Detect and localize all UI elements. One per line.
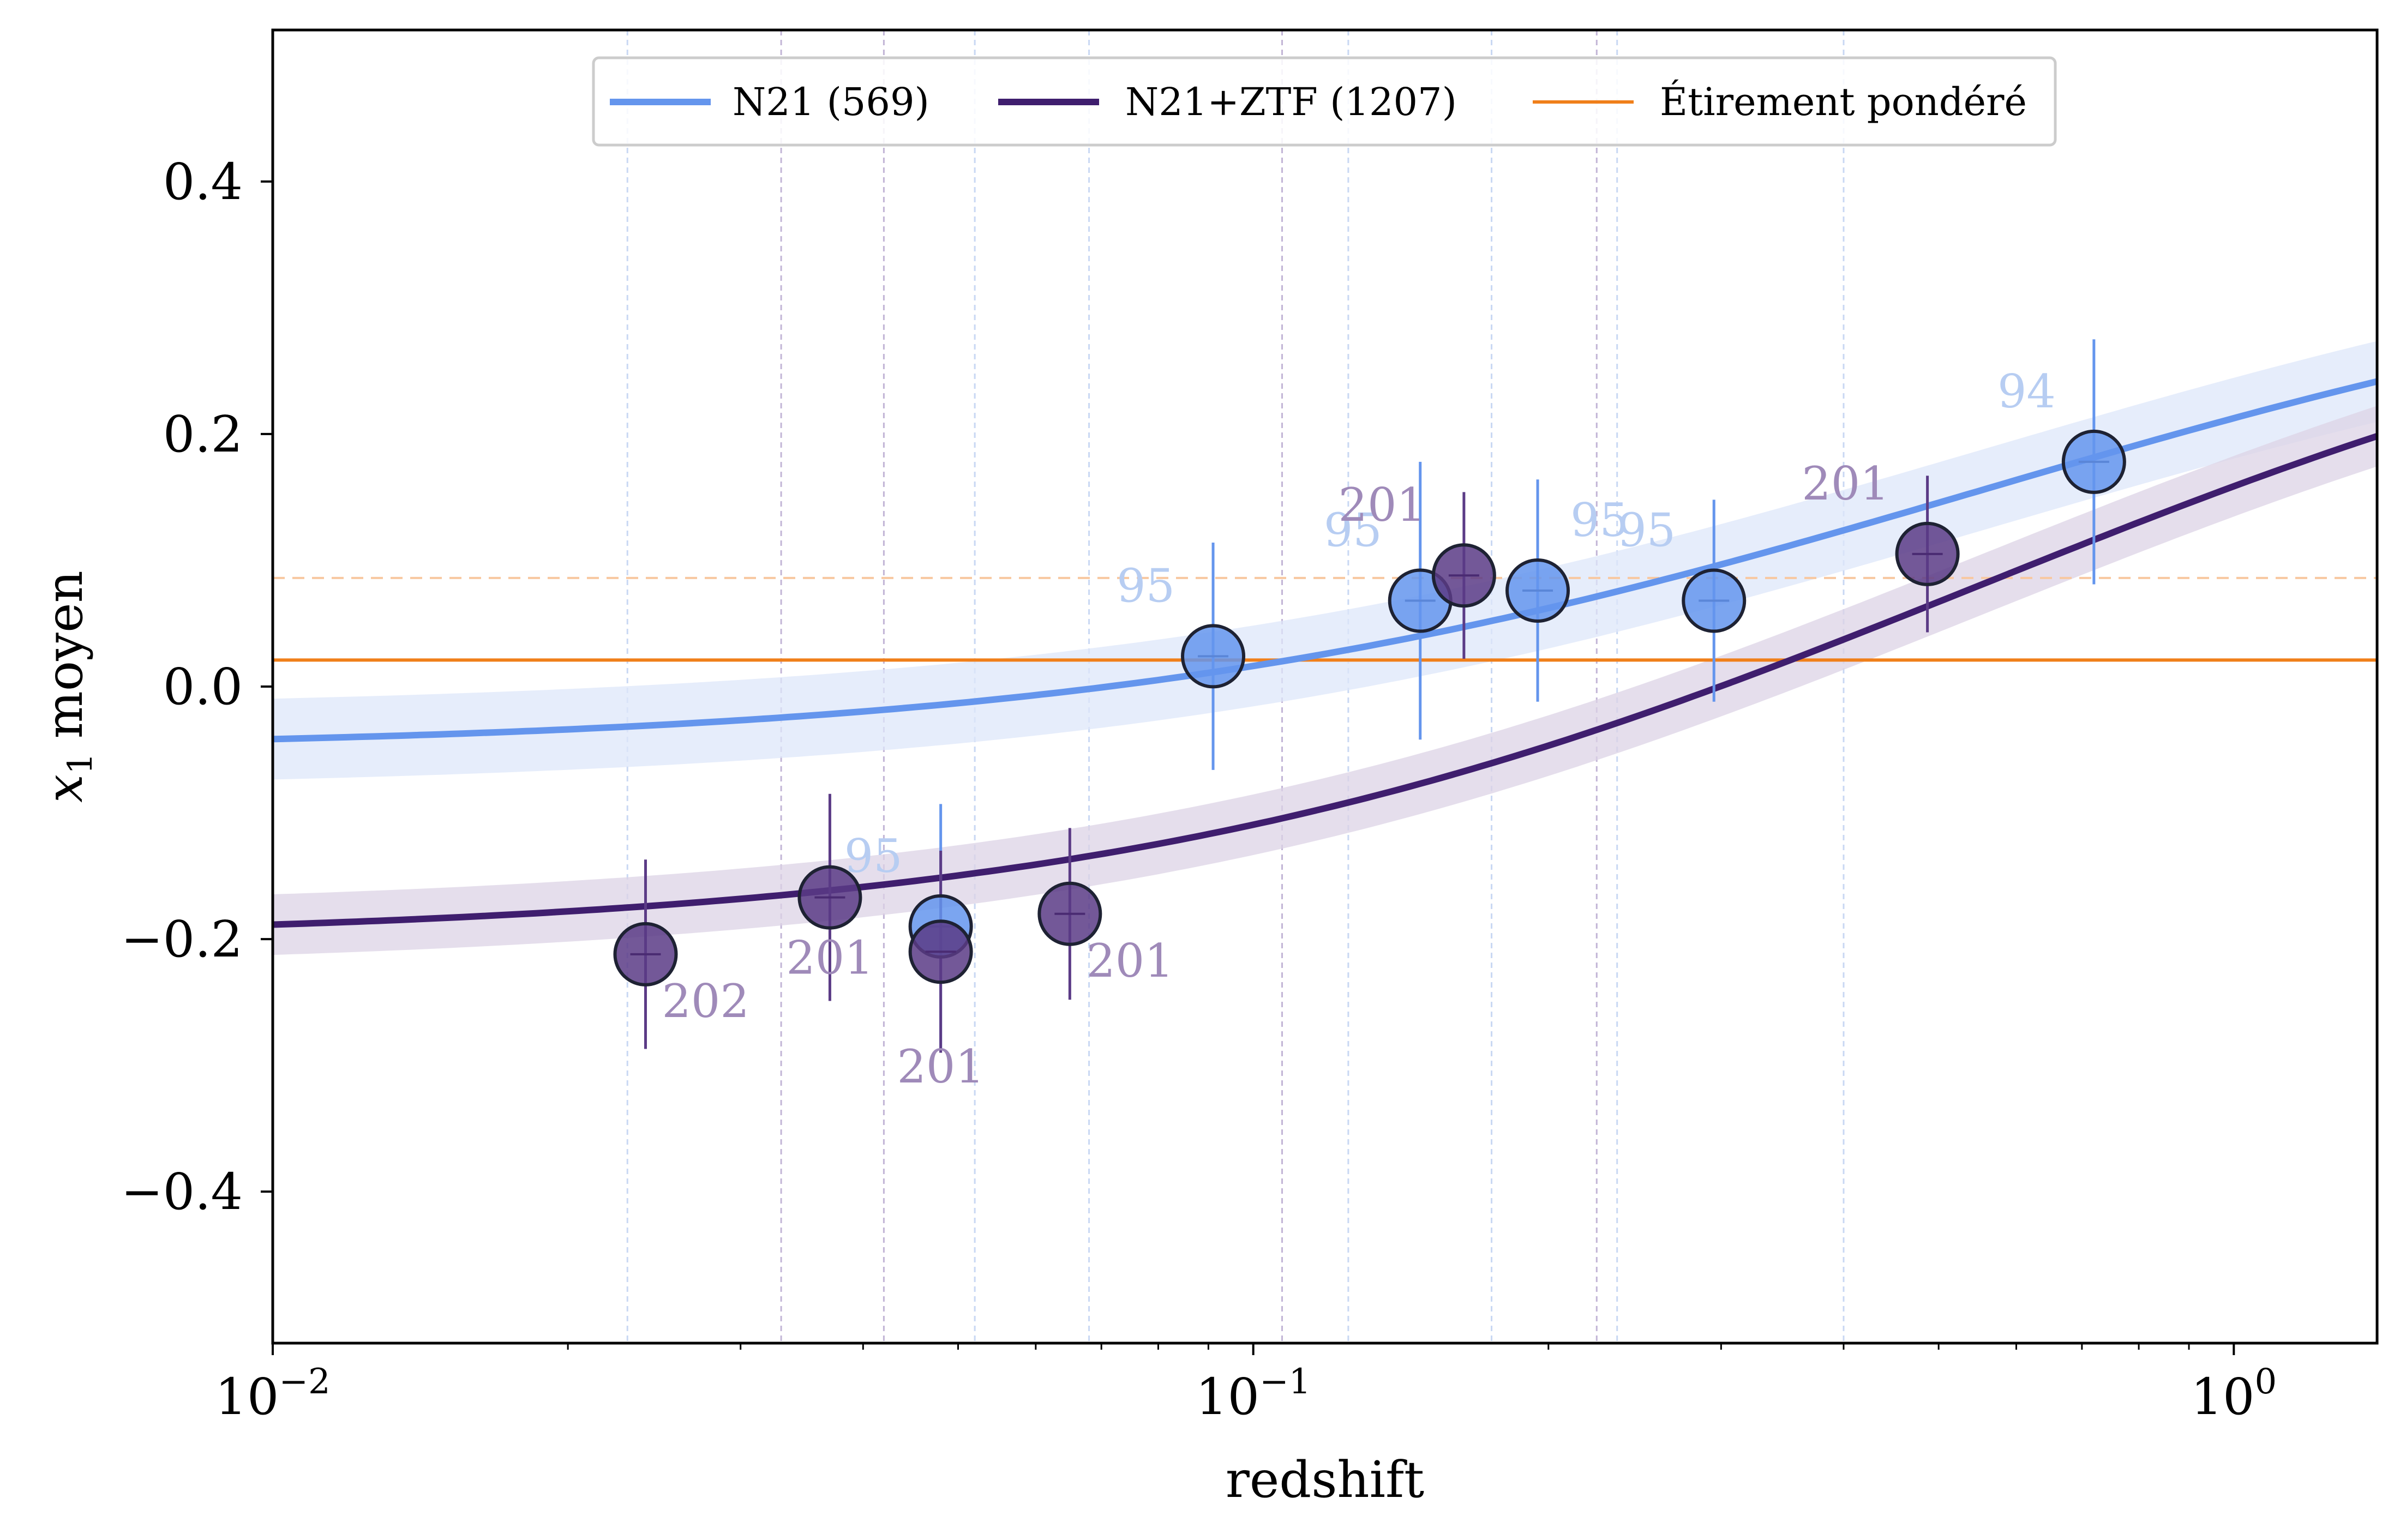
- point-count-label: 201: [1339, 478, 1426, 532]
- y-tick-label: 0.2: [163, 405, 243, 464]
- y-tick-label: −0.2: [121, 910, 243, 968]
- x-tick-label: 100: [2191, 1362, 2277, 1426]
- point-count-label: 201: [786, 931, 873, 985]
- point-count-label: 95: [1570, 494, 1629, 547]
- legend-label: N21 (569): [733, 80, 929, 124]
- legend: N21 (569) N21+ZTF (1207) Étirement pondéré: [592, 56, 2057, 147]
- point-count-label: 94: [1997, 365, 2056, 418]
- y-tick-label: −0.4: [121, 1163, 243, 1221]
- point-count-label: 201: [1802, 457, 1889, 510]
- y-axis: 0.4 0.2 0.0 −0.2 −0.4: [121, 153, 273, 1221]
- legend-box: [592, 56, 2057, 147]
- x-tick-label: 10−1: [1196, 1362, 1311, 1426]
- point-count-label: 95: [1324, 504, 1382, 557]
- point-count-label: 201: [1086, 934, 1173, 988]
- point-count-label: 202: [662, 974, 749, 1028]
- point-count-label: 201: [897, 1040, 984, 1093]
- point-count-label: 95: [1117, 559, 1175, 612]
- x-axis: 10−2 10−1 100: [215, 1343, 2277, 1426]
- legend-label: N21+ZTF (1207): [1125, 80, 1457, 124]
- confidence-band: [273, 406, 2377, 955]
- model-curve: [273, 433, 2377, 928]
- y-tick-label: 0.4: [163, 153, 243, 211]
- x-axis-label: redshift: [1226, 1451, 1424, 1509]
- legend-label: Étirement pondéré: [1660, 80, 2027, 124]
- x-tick-label: 10−2: [215, 1362, 330, 1426]
- point-count-label: 95: [844, 829, 903, 883]
- y-tick-label: 0.0: [163, 658, 243, 716]
- y-axis-label: x1moyen: [35, 570, 100, 803]
- point-count-label: 95: [1617, 504, 1676, 557]
- model-curve: [273, 378, 2377, 743]
